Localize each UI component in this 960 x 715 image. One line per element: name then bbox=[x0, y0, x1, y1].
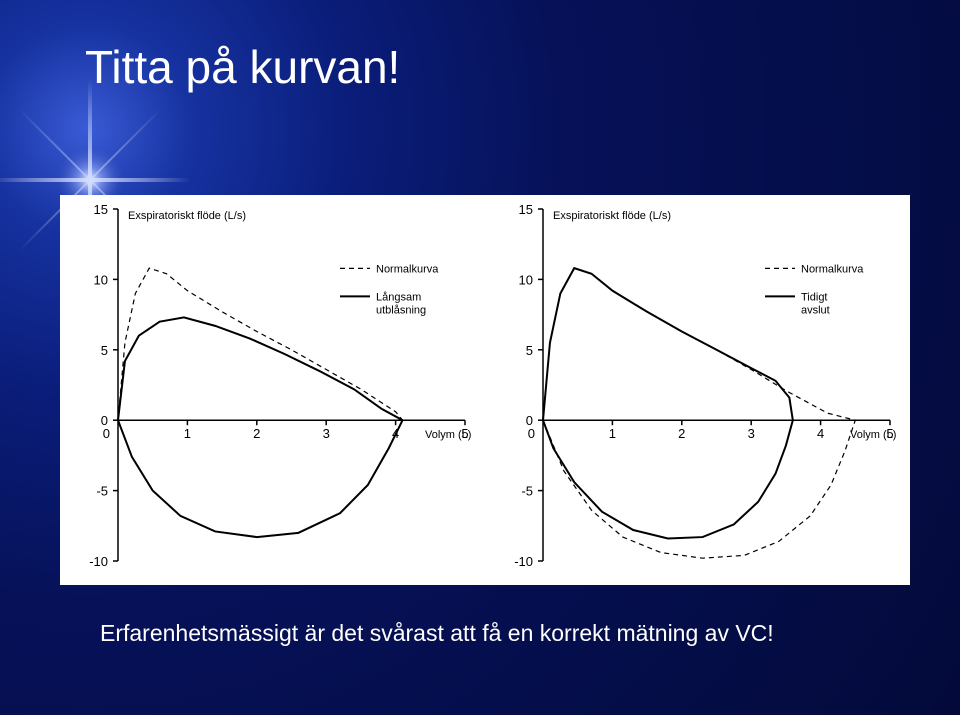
slide-caption: Erfarenhetsmässigt är det svårast att få… bbox=[100, 620, 774, 647]
svg-text:Långsam: Långsam bbox=[376, 291, 421, 303]
svg-text:-5: -5 bbox=[521, 484, 533, 499]
svg-text:2: 2 bbox=[253, 426, 260, 441]
svg-text:Volym (L): Volym (L) bbox=[425, 429, 471, 441]
svg-text:3: 3 bbox=[748, 426, 755, 441]
svg-text:0: 0 bbox=[528, 426, 535, 441]
svg-text:Tidigt: Tidigt bbox=[801, 291, 828, 303]
svg-text:10: 10 bbox=[94, 272, 108, 287]
svg-text:-5: -5 bbox=[96, 484, 108, 499]
svg-text:15: 15 bbox=[94, 202, 108, 217]
svg-text:5: 5 bbox=[526, 343, 533, 358]
svg-text:avslut: avslut bbox=[801, 304, 830, 316]
svg-text:-10: -10 bbox=[89, 554, 108, 569]
svg-text:Normalkurva: Normalkurva bbox=[376, 263, 439, 275]
slide: Titta på kurvan! -10 -5 0 5 10 15 0 1 2 3 4 5 Exspir… bbox=[0, 0, 960, 715]
slide-title: Titta på kurvan! bbox=[85, 40, 400, 94]
svg-text:0: 0 bbox=[103, 426, 110, 441]
svg-text:1: 1 bbox=[609, 426, 616, 441]
flow-volume-chart-left: -10-5051015012345Exspiratoriskt flöde (L… bbox=[60, 195, 485, 585]
svg-text:2: 2 bbox=[678, 426, 685, 441]
svg-text:5: 5 bbox=[101, 343, 108, 358]
svg-text:15: 15 bbox=[519, 202, 533, 217]
svg-text:-10: -10 bbox=[514, 554, 533, 569]
svg-text:10: 10 bbox=[519, 272, 533, 287]
svg-text:1: 1 bbox=[184, 426, 191, 441]
svg-text:4: 4 bbox=[817, 426, 824, 441]
flow-volume-chart-right: -10-5051015012345Exspiratoriskt flöde (L… bbox=[485, 195, 910, 585]
svg-text:Exspiratoriskt flöde (L/s): Exspiratoriskt flöde (L/s) bbox=[128, 210, 246, 222]
svg-text:3: 3 bbox=[323, 426, 330, 441]
chart-strip: -10 -5 0 5 10 15 0 1 2 3 4 5 Exspiratoriskt flöde (L… bbox=[60, 195, 910, 585]
svg-text:utblåsning: utblåsning bbox=[376, 304, 426, 316]
svg-text:Normalkurva: Normalkurva bbox=[801, 263, 864, 275]
svg-text:Volym (L): Volym (L) bbox=[850, 429, 896, 441]
svg-text:Exspiratoriskt flöde (L/s): Exspiratoriskt flöde (L/s) bbox=[553, 210, 671, 222]
